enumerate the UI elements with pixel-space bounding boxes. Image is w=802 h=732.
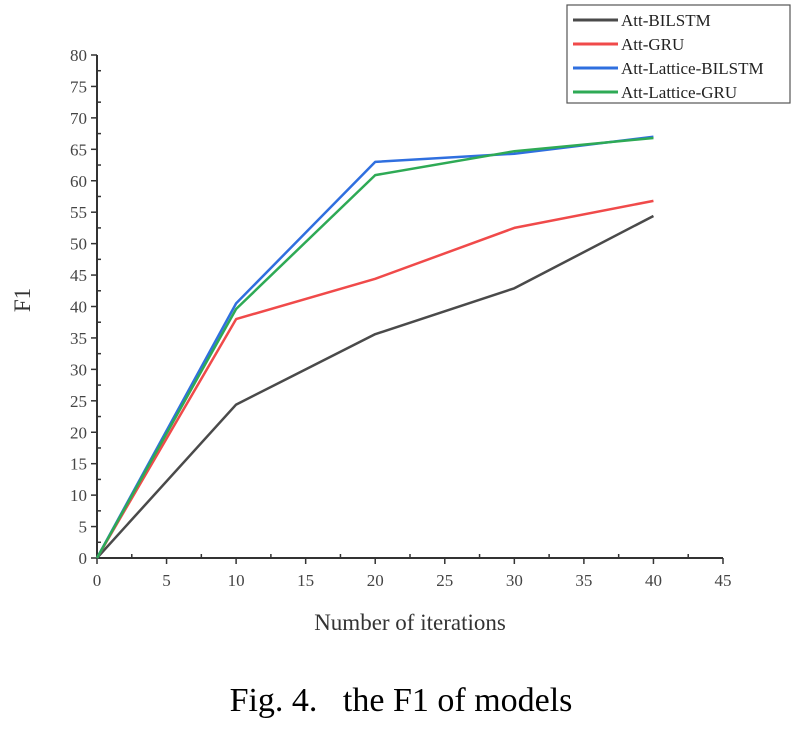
y-tick-label: 15 [70,455,87,474]
y-tick-label: 0 [79,549,88,568]
y-tick-label: 35 [70,329,87,348]
series-line-att-lattice-bilstm [95,135,654,559]
y-tick-label: 10 [70,486,87,505]
y-tick-label: 70 [70,109,87,128]
series-line-att-gru [95,199,654,559]
x-tick-label: 40 [645,571,662,590]
legend-label: Att-Lattice-BILSTM [621,59,764,78]
legend-label: Att-Lattice-GRU [621,83,737,102]
y-tick-label: 65 [70,140,87,159]
y-tick-label: 30 [70,360,87,379]
y-tick-label: 25 [70,392,87,411]
x-tick-label: 35 [575,571,592,590]
y-axis-label: F1 [10,288,35,312]
y-tick-label: 50 [70,235,87,254]
y-tick-label: 55 [70,203,87,222]
y-tick-label: 20 [70,423,87,442]
x-tick-label: 0 [93,571,102,590]
y-tick-label: 45 [70,266,87,285]
series-line-att-lattice-gru [95,136,654,559]
x-tick-label: 45 [715,571,732,590]
x-tick-label: 20 [367,571,384,590]
x-tick-label: 10 [228,571,245,590]
y-tick-label: 5 [79,518,88,537]
y-tick-label: 80 [70,46,87,65]
legend: Att-BILSTM Att-GRU Att-Lattice-BILSTM Att-L… [566,4,791,104]
x-tick-label: 15 [297,571,314,590]
x-tick-label: 5 [162,571,171,590]
x-axis-label: Number of iterations [314,610,506,635]
figure-caption: Fig. 4. the F1 of models [229,682,573,719]
x-tick-label: 30 [506,571,523,590]
y-tick-label: 40 [70,298,87,317]
legend-label: Att-GRU [621,35,684,54]
series-lines [95,135,655,559]
legend-label: Att-BILSTM [621,11,711,30]
axes: 0 5 10 15 20 25 30 35 40 45 50 55 60 65 70 75 80 0 5 10 15 20… [70,46,732,590]
y-tick-label: 60 [70,172,87,191]
x-tick-label: 25 [436,571,453,590]
y-tick-label: 75 [70,77,87,96]
series-line-att-bilstm [96,214,655,559]
